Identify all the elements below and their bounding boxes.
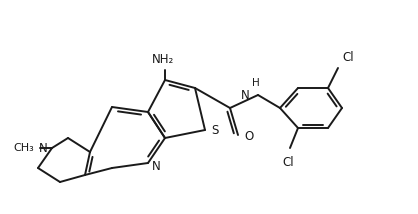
Text: O: O	[244, 131, 253, 144]
Text: Cl: Cl	[342, 51, 354, 64]
Text: N: N	[39, 141, 48, 155]
Text: H: H	[252, 78, 260, 88]
Text: N: N	[152, 160, 161, 174]
Text: S: S	[211, 123, 218, 137]
Text: NH₂: NH₂	[152, 53, 174, 66]
Text: Cl: Cl	[282, 156, 294, 169]
Text: N: N	[241, 89, 250, 101]
Text: CH₃: CH₃	[13, 143, 34, 153]
